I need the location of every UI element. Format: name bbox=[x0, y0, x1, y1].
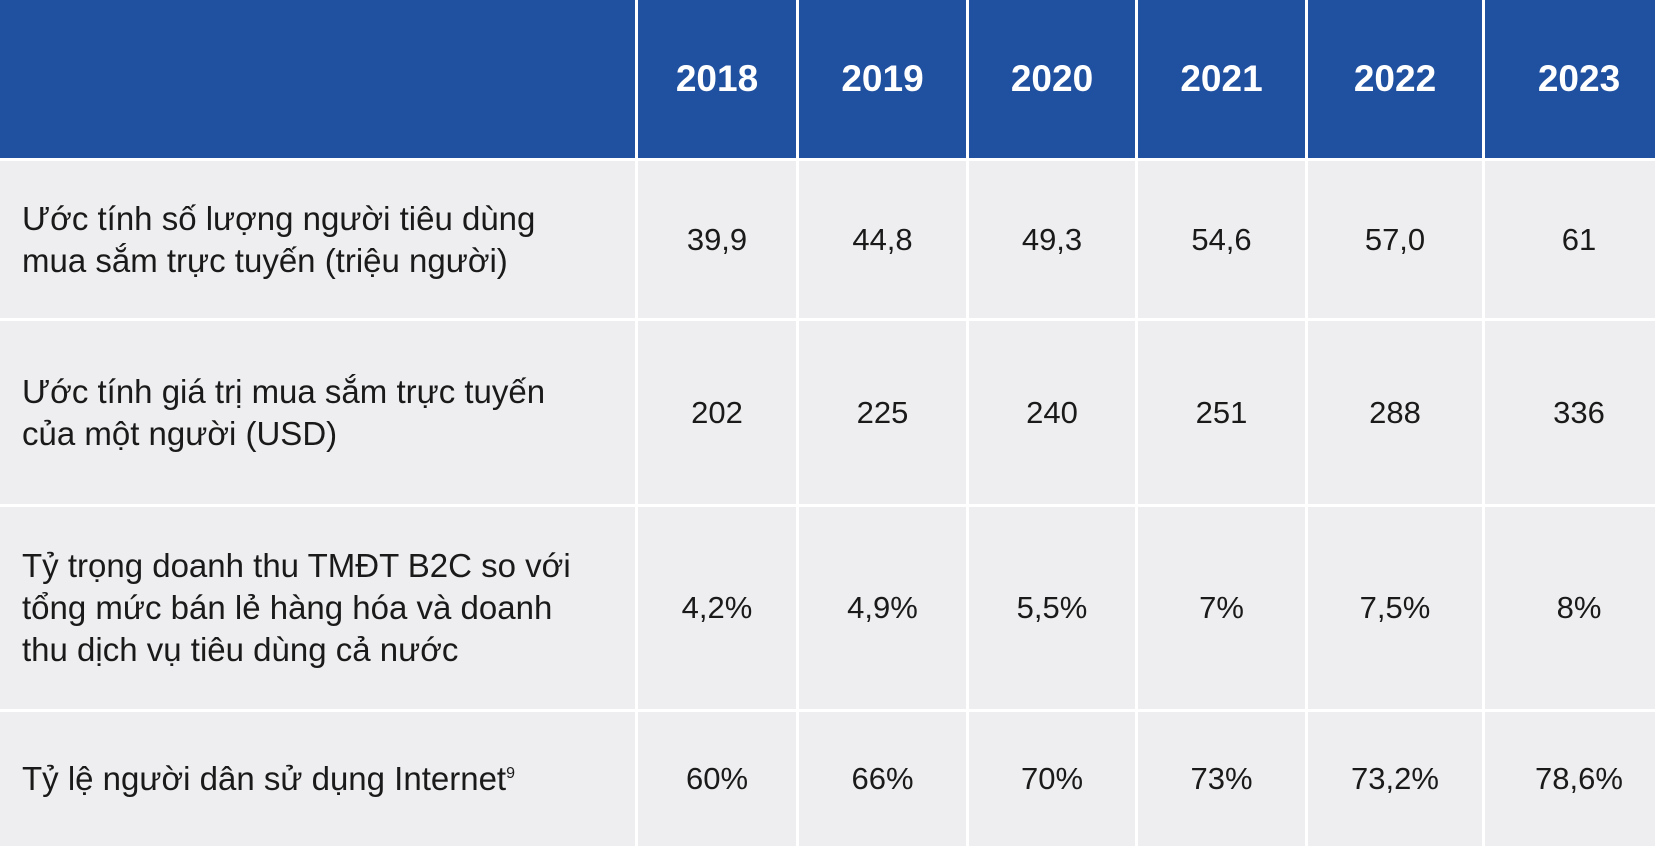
row-label-text: Ước tính số lượng người tiêu dùng mua sắ… bbox=[22, 199, 536, 279]
table-cell: 78,6% bbox=[1485, 712, 1655, 846]
footnote-marker: 9 bbox=[506, 765, 515, 782]
table-cell: 60% bbox=[638, 712, 796, 846]
table-cell: 4,2% bbox=[638, 507, 796, 709]
header-year-2020: 2020 bbox=[969, 0, 1135, 158]
table-cell: 61 bbox=[1485, 161, 1655, 318]
table-cell: 57,0 bbox=[1308, 161, 1482, 318]
table-cell: 4,9% bbox=[799, 507, 966, 709]
row-label-online-shoppers: Ước tính số lượng người tiêu dùng mua sắ… bbox=[0, 161, 635, 318]
row-label-internet-usage: Tỷ lệ người dân sử dụng Internet9 bbox=[0, 712, 635, 846]
header-year-2019: 2019 bbox=[799, 0, 966, 158]
header-year-2022: 2022 bbox=[1308, 0, 1482, 158]
table-cell: 7,5% bbox=[1308, 507, 1482, 709]
table-cell: 202 bbox=[638, 321, 796, 504]
row-label-b2c-share: Tỷ trọng doanh thu TMĐT B2C so với tổng … bbox=[0, 507, 635, 709]
table-cell: 225 bbox=[799, 321, 966, 504]
table-cell: 7% bbox=[1138, 507, 1305, 709]
table-cell: 49,3 bbox=[969, 161, 1135, 318]
table-cell: 66% bbox=[799, 712, 966, 846]
table-cell: 39,9 bbox=[638, 161, 796, 318]
table-cell: 70% bbox=[969, 712, 1135, 846]
header-corner-cell bbox=[0, 0, 635, 158]
header-year-2023: 2023 bbox=[1485, 0, 1655, 158]
table-cell: 251 bbox=[1138, 321, 1305, 504]
table-cell: 240 bbox=[969, 321, 1135, 504]
table-cell: 8% bbox=[1485, 507, 1655, 709]
row-label-spending-per-person: Ước tính giá trị mua sắm trực tuyến của … bbox=[0, 321, 635, 504]
header-year-2021: 2021 bbox=[1138, 0, 1305, 158]
row-label-text: Tỷ trọng doanh thu TMĐT B2C so với tổng … bbox=[22, 547, 571, 668]
table-cell: 73% bbox=[1138, 712, 1305, 846]
table-cell: 288 bbox=[1308, 321, 1482, 504]
header-year-2018: 2018 bbox=[638, 0, 796, 158]
table-cell: 54,6 bbox=[1138, 161, 1305, 318]
row-label-main: Tỷ lệ người dân sử dụng Internet bbox=[22, 760, 507, 797]
row-label-text: Ước tính giá trị mua sắm trực tuyến của … bbox=[22, 372, 546, 452]
row-label-text: Tỷ lệ người dân sử dụng Internet9 bbox=[22, 758, 515, 800]
table-cell: 5,5% bbox=[969, 507, 1135, 709]
table-cell: 44,8 bbox=[799, 161, 966, 318]
table-cell: 73,2% bbox=[1308, 712, 1482, 846]
table-cell: 336 bbox=[1485, 321, 1655, 504]
